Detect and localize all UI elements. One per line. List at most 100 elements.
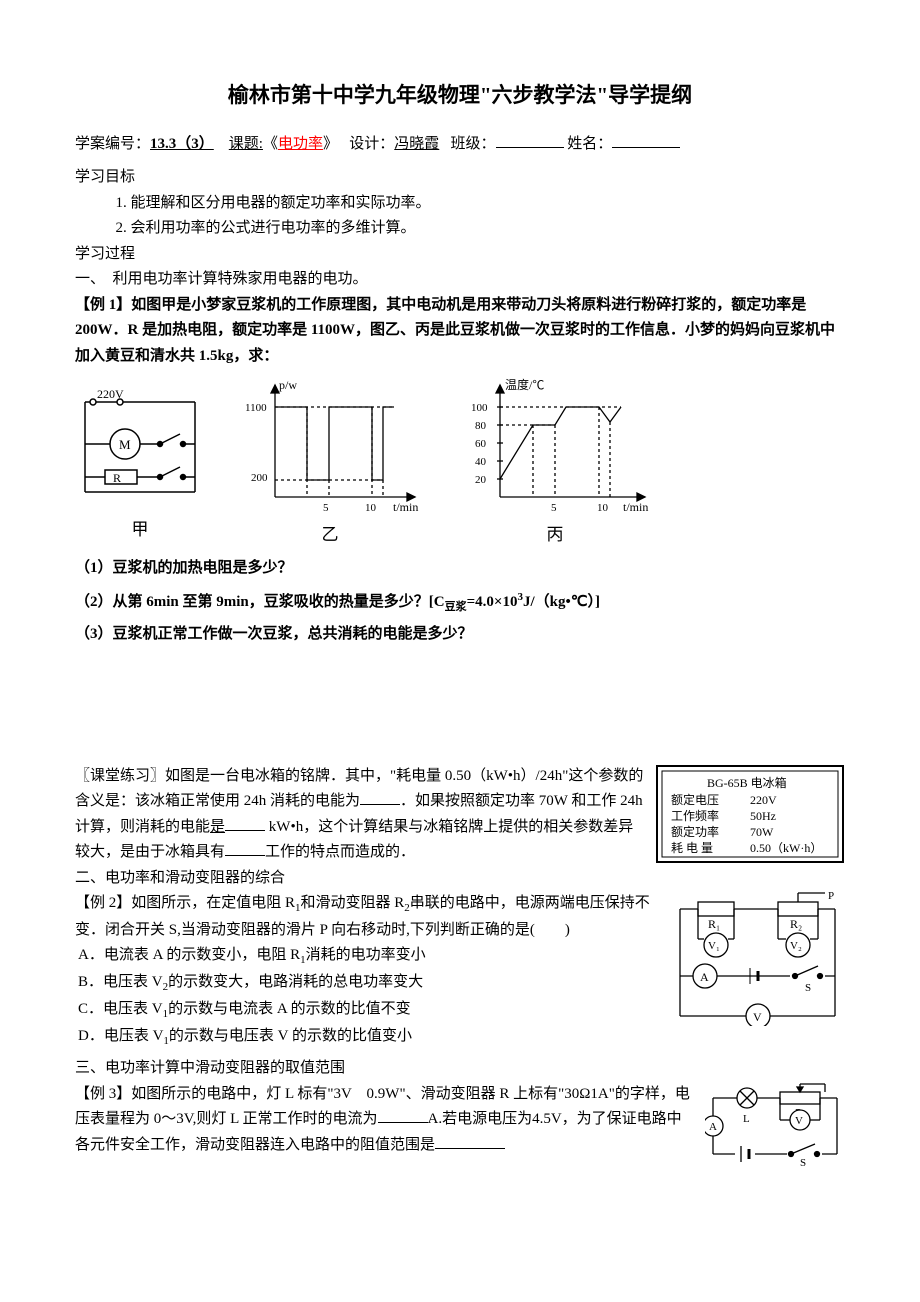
- circuit-ex3-box: L R A V: [705, 1082, 845, 1167]
- example-1: 【例 1】如图甲是小梦家豆浆机的工作原理图，其中电动机是用来带动刀头将原料进行粉…: [75, 293, 845, 370]
- svg-text:100: 100: [471, 402, 488, 414]
- svg-text:80: 80: [475, 420, 487, 432]
- svg-text:0.50（kW·h）: 0.50（kW·h）: [750, 841, 822, 855]
- q3: （3）豆浆机正常工作做一次豆浆，总共消耗的电能是多少？: [75, 622, 845, 648]
- section-2-heading: 二、电功率和滑动变阻器的综合: [75, 866, 845, 892]
- blank-3[interactable]: [225, 840, 265, 856]
- practice-label: 〖课堂练习〗: [75, 768, 165, 784]
- circuit-jia-svg: 220V M R: [75, 382, 205, 512]
- chart-bing-svg: 温度/℃ t/min 20 40 60 80 100 5 10: [455, 377, 655, 517]
- q1: （1）豆浆机的加热电阻是多少？: [75, 556, 845, 582]
- svg-text:50Hz: 50Hz: [750, 809, 776, 823]
- topic-name: 电功率: [278, 136, 323, 152]
- svg-text:A: A: [700, 970, 709, 984]
- example-1-label: 【例 1】: [75, 297, 131, 313]
- svg-text:220V: 220V: [750, 793, 777, 807]
- svg-text:L: L: [743, 1113, 750, 1125]
- work-space: [75, 654, 845, 764]
- svg-text:5: 5: [323, 502, 329, 514]
- q2-c: J/（kg•℃）]: [523, 594, 600, 610]
- opt-C-pre: C．电压表 V: [78, 1001, 163, 1017]
- figure-bing: 温度/℃ t/min 20 40 60 80 100 5 10: [455, 377, 655, 550]
- figure-jia: 220V M R: [75, 382, 205, 545]
- example-3-block: L R A V: [75, 1082, 845, 1167]
- practice-block: BG-65B 电冰箱 额定电压 220V 工作频率 50Hz 额定功率 70W 耗 电…: [75, 764, 845, 866]
- svg-text:t/min: t/min: [623, 500, 648, 514]
- circuit-ex2-box: R₁ R₂ P V₁ V₂: [670, 891, 845, 1026]
- svg-text:5: 5: [551, 502, 557, 514]
- q2-sub: 豆浆: [445, 601, 467, 613]
- blank-2[interactable]: [225, 815, 265, 831]
- case-no-label: 学案编号：: [75, 136, 150, 152]
- topic-open: 《: [263, 136, 278, 152]
- opt-B-post: 的示数变大，电路消耗的总电功率变大: [168, 974, 423, 990]
- q2-b: =4.0×10: [467, 594, 518, 610]
- circuit-ex3-svg: L R A V: [705, 1082, 845, 1167]
- designer-name: 冯晓霞: [394, 136, 439, 152]
- section-1-heading: 一、 利用电功率计算特殊家用电器的电功。: [75, 267, 845, 293]
- q2-a: （2）从第 6min 至第 9min，豆浆吸收的热量是多少？[C: [75, 594, 445, 610]
- caption-jia: 甲: [132, 516, 149, 545]
- svg-text:200: 200: [251, 472, 268, 484]
- opt-D-pre: D．电压表 V: [78, 1028, 163, 1044]
- name-blank[interactable]: [612, 132, 680, 148]
- svg-text:V₁: V₁: [708, 940, 720, 952]
- opt-D-post: 的示数与电压表 V 的示数的比值变小: [169, 1028, 412, 1044]
- opt-C-post: 的示数与电流表 A 的示数的比值不变: [168, 1001, 411, 1017]
- svg-text:R₂: R₂: [790, 917, 802, 931]
- class-blank[interactable]: [496, 132, 564, 148]
- nameplate-svg: BG-65B 电冰箱 额定电压 220V 工作频率 50Hz 额定功率 70W 耗 电…: [655, 764, 845, 864]
- svg-text:10: 10: [365, 502, 377, 514]
- example-1-text: 如图甲是小梦家豆浆机的工作原理图，其中电动机是用来带动刀头将原料进行粉碎打浆的，…: [75, 297, 835, 364]
- svg-text:1100: 1100: [245, 402, 267, 414]
- svg-text:工作频率: 工作频率: [671, 808, 719, 823]
- svg-text:R: R: [113, 471, 121, 485]
- example-3-label: 【例 3】: [75, 1086, 131, 1102]
- blank-ex3-2[interactable]: [435, 1133, 505, 1149]
- opt-B-pre: B．电压表 V: [78, 974, 163, 990]
- svg-text:额定功率: 额定功率: [671, 824, 719, 839]
- svg-text:V: V: [795, 1115, 803, 1127]
- process-heading: 学习过程: [75, 242, 845, 268]
- name-label: 姓名：: [567, 136, 612, 152]
- ex2-p2: 和滑动变阻器 R: [301, 895, 405, 911]
- caption-bing: 丙: [547, 521, 564, 550]
- svg-text:额定电压: 额定电压: [671, 792, 719, 807]
- doc-header: 学案编号：13.3（3） 课题:《电功率》 设计：冯晓霞 班级： 姓名：: [75, 132, 845, 158]
- svg-text:t/min: t/min: [393, 500, 418, 514]
- ex2-p1: 如图所示，在定值电阻 R: [131, 895, 295, 911]
- q2: （2）从第 6min 至第 9min，豆浆吸收的热量是多少？[C豆浆=4.0×1…: [75, 588, 845, 617]
- opt-A-pre: A．电流表 A 的示数变小，电阻 R: [78, 947, 300, 963]
- chart-yi-svg: p/w t/min 1100 200 5 10: [235, 377, 425, 517]
- figure-yi: p/w t/min 1100 200 5 10: [235, 377, 425, 550]
- svg-text:S: S: [800, 1157, 806, 1167]
- case-no: 13.3（3）: [150, 136, 214, 152]
- svg-text:BG-65B 电冰箱: BG-65B 电冰箱: [707, 775, 787, 790]
- practice-p2u: 是: [210, 819, 225, 835]
- svg-text:M: M: [119, 437, 131, 452]
- svg-text:10: 10: [597, 502, 609, 514]
- example-2-block: R₁ R₂ P V₁ V₂: [75, 891, 845, 1050]
- svg-text:V₂: V₂: [790, 940, 802, 952]
- class-label: 班级：: [451, 136, 496, 152]
- svg-text:A: A: [709, 1121, 717, 1133]
- designer-label: 设计：: [349, 136, 394, 152]
- svg-text:P: P: [828, 891, 834, 902]
- nameplate-box: BG-65B 电冰箱 额定电压 220V 工作频率 50Hz 额定功率 70W 耗 电…: [655, 764, 845, 864]
- page-title: 榆林市第十中学九年级物理"六步教学法"导学提纲: [75, 78, 845, 114]
- example-2-label: 【例 2】: [75, 895, 131, 911]
- svg-text:20: 20: [475, 474, 487, 486]
- svg-text:S: S: [805, 982, 811, 994]
- blank-1[interactable]: [360, 789, 400, 805]
- caption-yi: 乙: [322, 521, 339, 550]
- opt-D: D．电压表 V1的示数与电压表 V 的示数的比值变小: [78, 1024, 845, 1051]
- blank-ex3-1[interactable]: [378, 1107, 428, 1123]
- section-3-heading: 三、电功率计算中滑动变阻器的取值范围: [75, 1056, 845, 1082]
- figure-row-1: 220V M R: [75, 377, 845, 550]
- svg-text:70W: 70W: [750, 825, 774, 839]
- svg-text:V: V: [753, 1010, 762, 1024]
- practice-p4: 工作的特点而造成的．: [265, 844, 415, 860]
- opt-A-post: 消耗的电功率变小: [306, 947, 426, 963]
- goal-1: 1. 能理解和区分用电器的额定功率和实际功率。: [116, 191, 846, 217]
- svg-text:耗 电 量: 耗 电 量: [671, 841, 713, 855]
